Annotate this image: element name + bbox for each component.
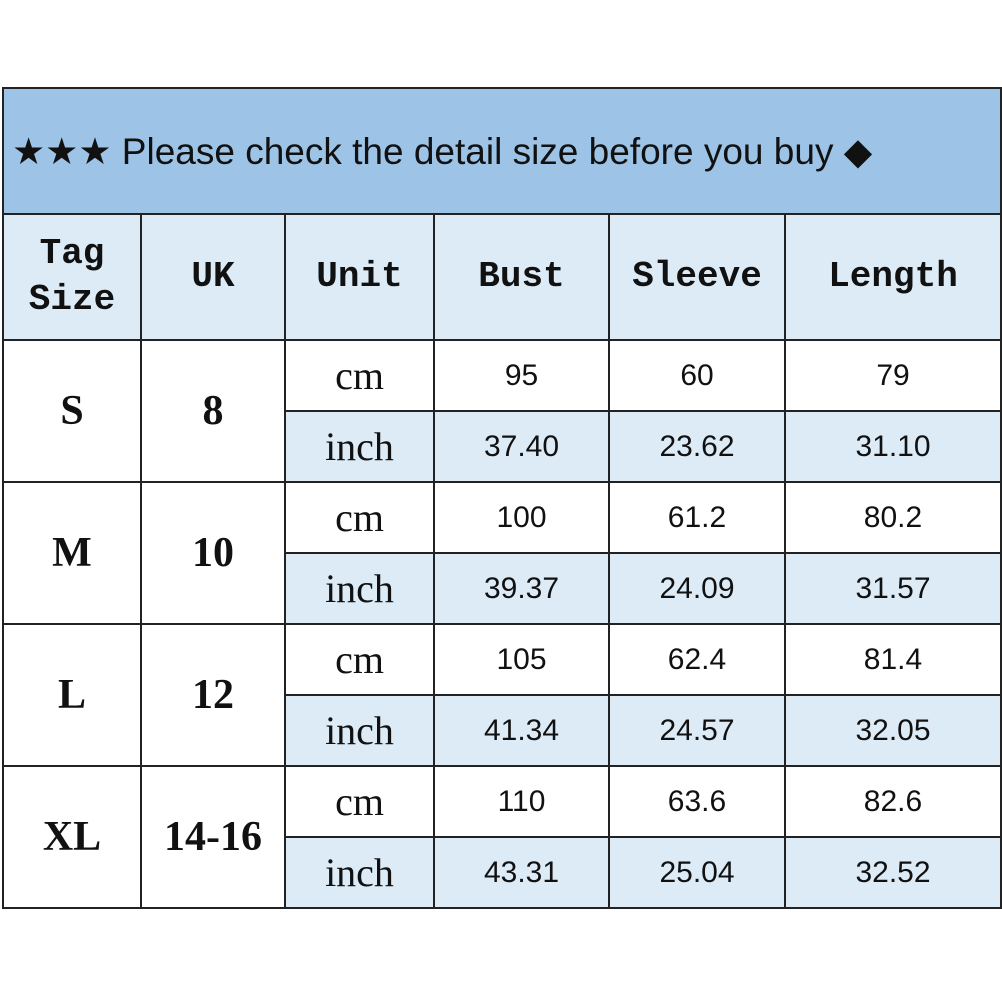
- length-cell: 80.2: [784, 481, 1002, 554]
- sleeve-cell: 63.6: [608, 765, 786, 838]
- unit-cell: cm: [284, 765, 435, 838]
- bust-cell: 41.34: [433, 694, 610, 767]
- length-cell: 32.52: [784, 836, 1002, 909]
- table-row-cm: M 10 cm 100 61.2 80.2: [2, 481, 1002, 625]
- header-unit: Unit: [284, 213, 435, 341]
- table-row-cm: L 12 cm 105 62.4 81.4: [2, 623, 1002, 767]
- table-row-inch: inch 41.34 24.57 32.05: [3, 694, 1002, 767]
- header-tag-line2: Size: [28, 279, 116, 320]
- unit-cell: inch: [284, 836, 435, 909]
- tag-size-cell: XL: [2, 765, 142, 909]
- sleeve-cell: 23.62: [608, 410, 786, 483]
- length-cell: 31.57: [784, 552, 1002, 625]
- table-row-inch: inch 43.31 25.04 32.52: [3, 836, 1002, 909]
- size-chart-table: ★★★ Please check the detail size before …: [2, 87, 1002, 909]
- size-chart-title: ★★★ Please check the detail size before …: [2, 87, 1002, 215]
- bust-cell: 43.31: [433, 836, 610, 909]
- header-tag-line1: Tag: [39, 233, 105, 274]
- unit-cell: inch: [284, 694, 435, 767]
- bust-cell: 39.37: [433, 552, 610, 625]
- header-bust: Bust: [433, 213, 610, 341]
- length-cell: 82.6: [784, 765, 1002, 838]
- sleeve-cell: 24.57: [608, 694, 786, 767]
- bust-cell: 105: [433, 623, 610, 696]
- table-row-cm: XL 14-16 cm 110 63.6 82.6: [2, 765, 1002, 909]
- header-uk: UK: [140, 213, 286, 341]
- bust-cell: 100: [433, 481, 610, 554]
- header-row: Tag Size UK Unit Bust Sleeve Length: [2, 213, 1002, 341]
- length-cell: 81.4: [784, 623, 1002, 696]
- unit-cell: inch: [284, 410, 435, 483]
- uk-size-cell: 10: [140, 481, 286, 625]
- sleeve-cell: 25.04: [608, 836, 786, 909]
- table-row-inch: inch 39.37 24.09 31.57: [3, 552, 1002, 625]
- sleeve-cell: 62.4: [608, 623, 786, 696]
- bust-cell: 95: [433, 339, 610, 412]
- unit-cell: inch: [284, 552, 435, 625]
- unit-cell: cm: [284, 481, 435, 554]
- table-row-cm: S 8 cm 95 60 79: [2, 339, 1002, 483]
- header-sleeve: Sleeve: [608, 213, 786, 341]
- header-length: Length: [784, 213, 1002, 341]
- sleeve-cell: 60: [608, 339, 786, 412]
- table-row-inch: inch 37.40 23.62 31.10: [3, 410, 1002, 483]
- unit-cell: cm: [284, 339, 435, 412]
- bust-cell: 37.40: [433, 410, 610, 483]
- uk-size-cell: 12: [140, 623, 286, 767]
- unit-cell: cm: [284, 623, 435, 696]
- header-tag-size: Tag Size: [2, 213, 142, 341]
- tag-size-cell: L: [2, 623, 142, 767]
- length-cell: 79: [784, 339, 1002, 412]
- sleeve-cell: 61.2: [608, 481, 786, 554]
- length-cell: 32.05: [784, 694, 1002, 767]
- length-cell: 31.10: [784, 410, 1002, 483]
- tag-size-cell: M: [2, 481, 142, 625]
- uk-size-cell: 8: [140, 339, 286, 483]
- sleeve-cell: 24.09: [608, 552, 786, 625]
- tag-size-cell: S: [2, 339, 142, 483]
- bust-cell: 110: [433, 765, 610, 838]
- uk-size-cell: 14-16: [140, 765, 286, 909]
